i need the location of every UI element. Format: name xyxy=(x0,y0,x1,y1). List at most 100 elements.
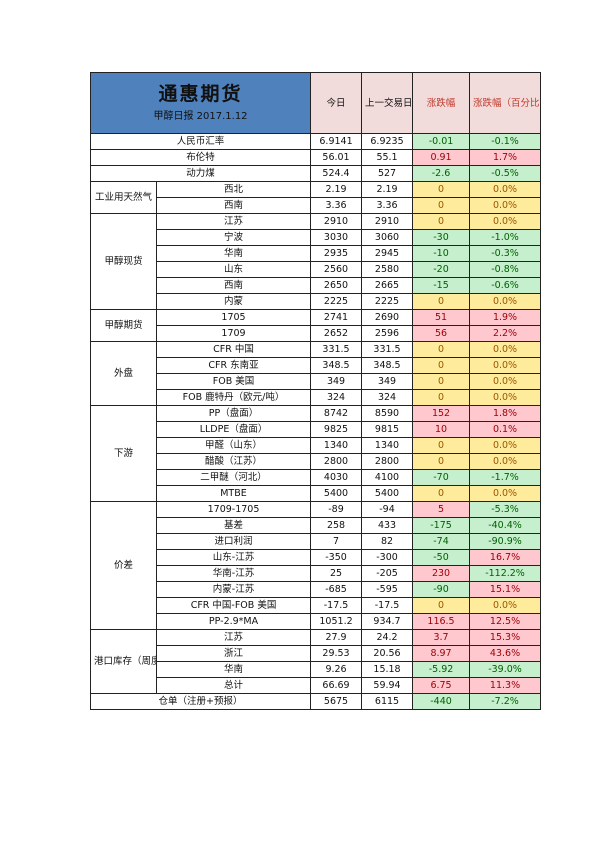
table-row: 甲醇现货 江苏 2910 2910 0 0.0% xyxy=(90,213,542,310)
value-change-pct: 0.1% xyxy=(469,421,542,438)
row-label: 西北 xyxy=(155,181,312,198)
value-change: 3.7 xyxy=(412,629,471,646)
value-change-pct: -0.6% xyxy=(469,277,542,294)
row-label: 华南 xyxy=(155,661,312,678)
table-row: 布伦特 56.01 55.1 0.91 1.7% xyxy=(89,149,542,166)
value-change: 152 xyxy=(412,405,471,422)
value-change-pct: 1.8% xyxy=(469,405,542,422)
value-today: 349 xyxy=(310,373,363,390)
value-change: 0 xyxy=(412,437,471,454)
value-change: 10 xyxy=(412,421,471,438)
group-label: 外盘 xyxy=(90,341,157,406)
value-change-pct: 0.0% xyxy=(469,389,542,406)
table-row: 山东-江苏 -350 -300 -50 16.7% xyxy=(91,549,542,566)
row-label: 华南-江苏 xyxy=(155,565,312,582)
row-label: MTBE xyxy=(155,485,312,502)
value-today: 9825 xyxy=(310,421,363,438)
value-prev: 348.5 xyxy=(361,357,414,374)
value-change: 0 xyxy=(412,213,471,230)
value-prev: 331.5 xyxy=(361,341,414,358)
value-today: -89 xyxy=(310,501,363,518)
value-change: 51 xyxy=(412,309,471,326)
value-change: 0 xyxy=(412,373,471,390)
value-change: -15 xyxy=(412,277,471,294)
table-row: 西南 3.36 3.36 0 0.0% xyxy=(91,197,542,214)
value-prev: 8590 xyxy=(361,405,414,422)
title-cell: 通惠期货 甲醇日报 2017.1.12 xyxy=(89,72,312,134)
value-today: 524.4 xyxy=(310,165,363,182)
value-change-pct: 0.0% xyxy=(469,373,542,390)
value-change-pct: 0.0% xyxy=(469,341,542,358)
value-change: 5 xyxy=(412,501,471,518)
row-label: 浙江 xyxy=(155,645,312,662)
table-row: 宁波 3030 3060 -30 -1.0% xyxy=(91,229,542,246)
value-prev: 2.19 xyxy=(361,181,414,198)
table-row: 仓单（注册+预报） 5675 6115 -440 -7.2% xyxy=(89,693,542,710)
value-prev: 1340 xyxy=(361,437,414,454)
value-prev: -595 xyxy=(361,581,414,598)
table-row: 西南 2650 2665 -15 -0.6% xyxy=(91,277,542,294)
table-row: 外盘 CFR 中国 331.5 331.5 0 0.0% xyxy=(90,341,542,406)
value-prev: 20.56 xyxy=(361,645,414,662)
row-label: 基差 xyxy=(155,517,312,534)
value-today: 2225 xyxy=(310,293,363,310)
value-prev: 4100 xyxy=(361,469,414,486)
value-change: -440 xyxy=(412,693,471,710)
header-prev: 上一交易日 xyxy=(361,72,414,134)
table-row: 华南 9.26 15.18 -5.92 -39.0% xyxy=(91,661,542,678)
value-prev: -205 xyxy=(361,565,414,582)
table-row: 浙江 29.53 20.56 8.97 43.6% xyxy=(91,645,542,662)
group-label: 工业用天然气 xyxy=(90,181,157,214)
value-change-pct: 0.0% xyxy=(469,293,542,310)
table-row: 华南 2935 2945 -10 -0.3% xyxy=(91,245,542,262)
table-row: 工业用天然气 西北 2.19 2.19 0 0.0% xyxy=(90,181,542,214)
value-prev: 2800 xyxy=(361,453,414,470)
value-today: 324 xyxy=(310,389,363,406)
value-today: 29.53 xyxy=(310,645,363,662)
value-change-pct: 0.0% xyxy=(469,213,542,230)
header-row: 通惠期货 甲醇日报 2017.1.12 今日 上一交易日 涨跌幅 涨跌幅（百分比… xyxy=(89,72,542,134)
table-row: LLDPE（盘面） 9825 9815 10 0.1% xyxy=(91,421,542,438)
table-row: 下游 PP（盘面） 8742 8590 152 1.8% xyxy=(90,405,542,502)
group-label: 甲醇期货 xyxy=(90,309,157,342)
table-row: 基差 258 433 -175 -40.4% xyxy=(91,517,542,534)
value-change: -70 xyxy=(412,469,471,486)
row-label: 西南 xyxy=(155,277,312,294)
report-title: 通惠期货 xyxy=(158,83,243,105)
value-change-pct: -5.3% xyxy=(469,501,542,518)
value-prev: 3.36 xyxy=(361,197,414,214)
value-today: 66.69 xyxy=(310,677,363,694)
row-label: 二甲醚（河北） xyxy=(155,469,312,486)
table-row: 华南-江苏 25 -205 230 -112.2% xyxy=(91,565,542,582)
value-today: 25 xyxy=(310,565,363,582)
table-row: 1709 2652 2596 56 2.2% xyxy=(91,325,542,342)
row-label: LLDPE（盘面） xyxy=(155,421,312,438)
row-label: CFR 东南亚 xyxy=(155,357,312,374)
value-change-pct: -0.1% xyxy=(469,133,542,150)
row-label: 人民币汇率 xyxy=(89,133,312,150)
value-change: -2.6 xyxy=(412,165,471,182)
row-label: 江苏 xyxy=(155,213,312,230)
value-change: 0 xyxy=(412,293,471,310)
row-label: 总计 xyxy=(155,677,312,694)
value-prev: 2596 xyxy=(361,325,414,342)
value-prev: -94 xyxy=(361,501,414,518)
value-today: 6.9141 xyxy=(310,133,363,150)
table-row: MTBE 5400 5400 0 0.0% xyxy=(91,485,542,502)
value-today: 2650 xyxy=(310,277,363,294)
value-change: 0 xyxy=(412,485,471,502)
value-change-pct: -40.4% xyxy=(469,517,542,534)
value-change: -74 xyxy=(412,533,471,550)
row-label: 1709 xyxy=(155,325,312,342)
table-row: 醋酸（江苏） 2800 2800 0 0.0% xyxy=(91,453,542,470)
value-today: 7 xyxy=(310,533,363,550)
table-row: 内蒙-江苏 -685 -595 -90 15.1% xyxy=(91,581,542,598)
value-change-pct: -1.0% xyxy=(469,229,542,246)
value-change-pct: 15.1% xyxy=(469,581,542,598)
value-change: 6.75 xyxy=(412,677,471,694)
value-change: -5.92 xyxy=(412,661,471,678)
row-label: 动力煤 xyxy=(89,165,312,182)
value-prev: 82 xyxy=(361,533,414,550)
value-change-pct: 0.0% xyxy=(469,437,542,454)
table-row: 山东 2560 2580 -20 -0.8% xyxy=(91,261,542,278)
